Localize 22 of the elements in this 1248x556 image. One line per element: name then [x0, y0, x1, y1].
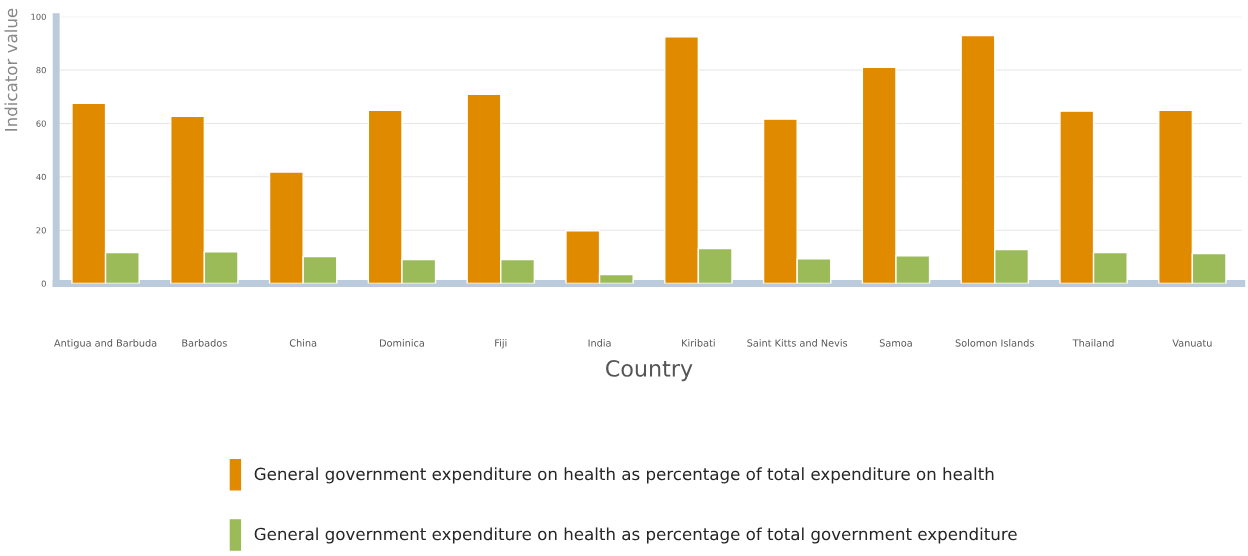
- y-axis-title: Indicator value: [4, 8, 18, 131]
- y-tick-label: 80: [36, 67, 46, 74]
- x-tick-label: Vanuatu: [1172, 339, 1212, 347]
- y-tick-label: 40: [36, 173, 46, 181]
- x-tick-label: Solomon Islands: [955, 339, 1034, 347]
- y-tick-label: 100: [31, 13, 46, 20]
- y-tick-label: 60: [36, 120, 46, 127]
- legend-label: General government expenditure on health as percentage of total expenditure on health: [254, 467, 994, 484]
- x-tick-label: India: [588, 339, 611, 347]
- x-tick-label: Antigua and Barbuda: [54, 339, 157, 349]
- x-tick-label: Kiribati: [682, 339, 715, 347]
- y-tick-label: 0: [41, 280, 46, 287]
- y-tick-label: 20: [36, 227, 46, 234]
- x-tick-label: Fiji: [495, 339, 507, 349]
- x-tick-label: Samoa: [879, 339, 912, 347]
- x-tick-label: Thailand: [1072, 339, 1114, 347]
- x-axis-title: Country: [606, 360, 693, 382]
- x-tick-label: Dominica: [380, 339, 424, 347]
- x-tick-label: Barbados: [182, 339, 227, 347]
- x-tick-label: China: [289, 339, 317, 347]
- x-tick-label: Saint Kitts and Nevis: [747, 339, 848, 347]
- legend-label: General government expenditure on health as percentage of total government expenditure: [254, 527, 1017, 544]
